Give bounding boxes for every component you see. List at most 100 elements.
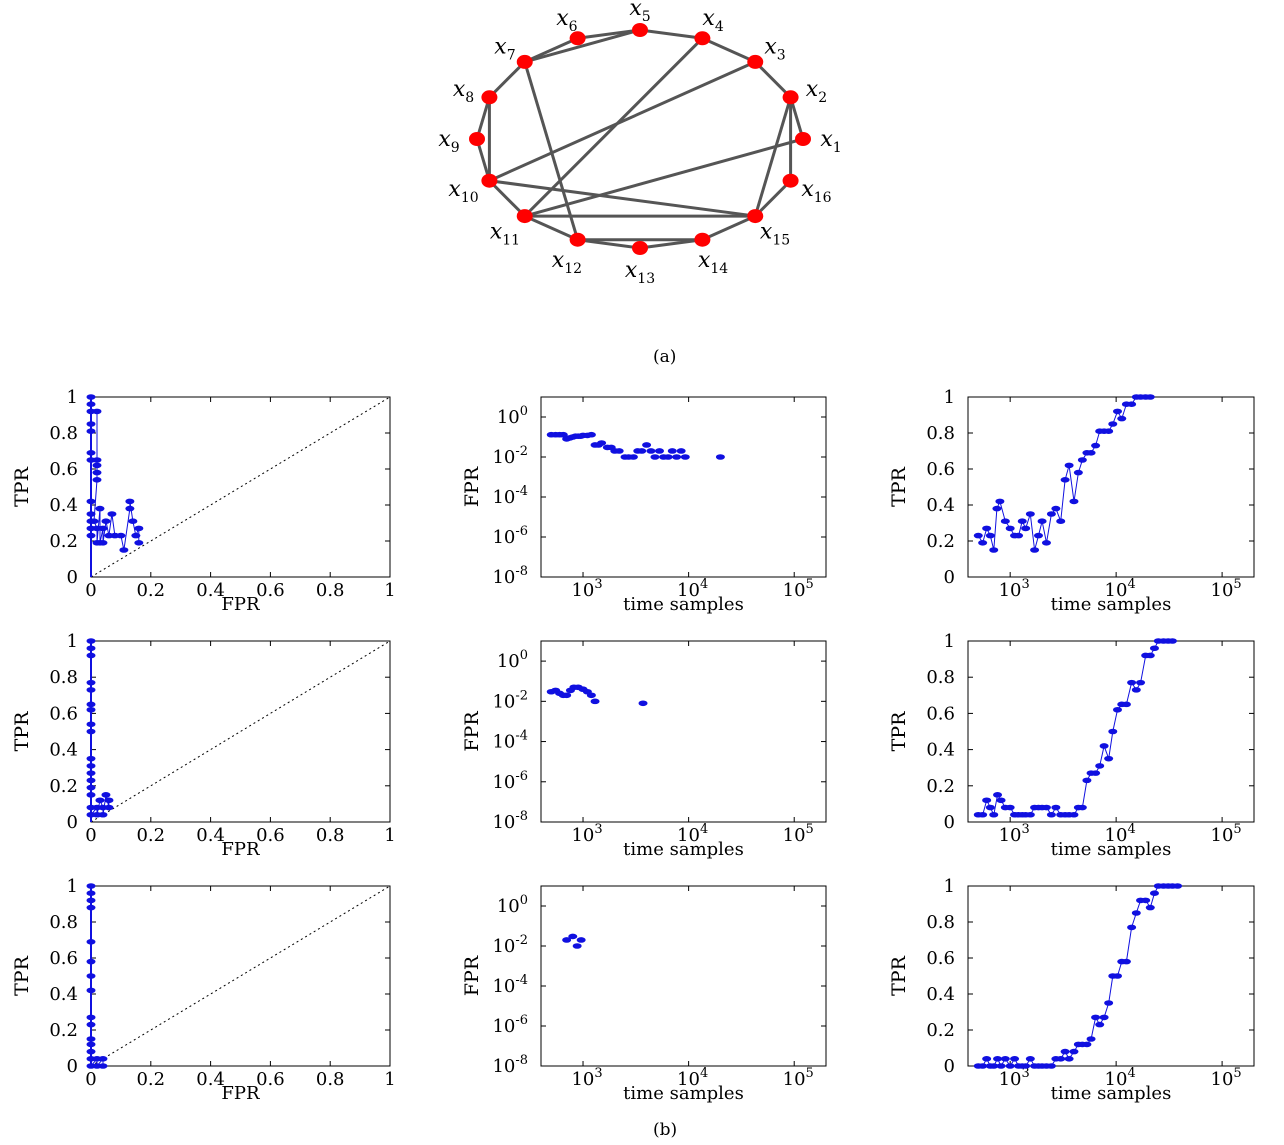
data-point: [562, 937, 572, 943]
data-point: [1149, 890, 1159, 896]
data-point: [89, 518, 99, 524]
y-tick-label: 0.6: [49, 703, 78, 724]
data-point: [125, 498, 135, 505]
x-axis-label: time samples: [1051, 839, 1172, 860]
x-tick-label: 0.4: [196, 825, 225, 846]
y-tick-label: 100: [497, 648, 528, 672]
y-axis-label: FPR: [461, 955, 483, 996]
chance-diagonal: [90, 885, 391, 1067]
graph-node: [569, 232, 586, 247]
chart-fpr-1: 103 104 105 10-8 10-6 10-4 10-2 100 time samples…: [461, 396, 827, 615]
data-point: [597, 440, 607, 446]
data-point: [1010, 1056, 1020, 1062]
data-point: [1136, 679, 1146, 686]
plot-frame: [967, 640, 1255, 823]
y-tick-label: 0.6: [49, 459, 78, 480]
data-point: [86, 987, 96, 994]
y-tick-label: 1: [944, 387, 955, 408]
data-point: [86, 958, 96, 965]
x-axis-label: time samples: [623, 839, 744, 860]
data-point: [568, 933, 578, 940]
data-point: [131, 532, 141, 539]
data-point: [1014, 532, 1024, 539]
chart-tpr-3: 103 104 105 0 0.2 0.4 0.6 0.8 1 time samples TPR: [888, 876, 1255, 1104]
data-point: [1131, 687, 1141, 693]
y-tick-label: 100: [497, 893, 528, 917]
y-tick-label: 0: [944, 812, 955, 833]
caption-b: (b): [653, 1120, 678, 1140]
data-point: [1025, 811, 1035, 818]
data-point: [993, 792, 1003, 798]
y-tick-label: 0.8: [926, 423, 955, 444]
data-point: [1121, 701, 1131, 708]
data-point: [92, 477, 102, 483]
x-tick-label: 0: [85, 825, 96, 846]
x-tick-label: 0.8: [316, 1069, 345, 1090]
y-tick-label: 10-6: [492, 1013, 528, 1037]
x-axis-label: time samples: [623, 594, 744, 615]
data-point: [107, 511, 117, 517]
node-label: x5: [629, 0, 650, 25]
data-point: [86, 755, 96, 762]
graph-node: [469, 132, 485, 146]
data-point: [1145, 652, 1155, 659]
graph-node: [795, 132, 811, 146]
y-tick-label: 0.2: [49, 531, 78, 552]
data-point: [86, 498, 96, 505]
data-point: [98, 1063, 108, 1069]
x-tick-label: 103: [571, 822, 602, 846]
x-tick-label: 1: [384, 1069, 395, 1090]
data-point: [1145, 904, 1155, 911]
x-axis-label: FPR: [221, 1083, 260, 1104]
data-point: [1000, 518, 1010, 524]
graph-edge: [523, 37, 704, 218]
data-point: [86, 687, 96, 693]
data-point: [1037, 518, 1047, 524]
data-point: [116, 532, 126, 539]
data-point: [92, 457, 102, 463]
graph-edge: [524, 137, 804, 218]
data-point: [614, 448, 624, 454]
data-point: [86, 450, 96, 456]
y-tick-label: 1: [67, 387, 78, 408]
data-point: [95, 797, 105, 804]
data-point: [637, 448, 647, 454]
y-tick-label: 10-4: [492, 973, 528, 997]
y-tick-label: 0.8: [49, 423, 78, 444]
x-tick-label: 104: [677, 1066, 708, 1090]
data-point: [86, 1021, 96, 1028]
y-axis-label: FPR: [461, 711, 483, 752]
data-point: [1112, 408, 1122, 415]
data-point: [1131, 910, 1141, 916]
x-tick-label: 104: [1105, 822, 1136, 846]
x-tick-label: 1: [384, 825, 395, 846]
y-tick-label: 0: [67, 812, 78, 833]
y-tick-label: 10-2: [492, 444, 528, 468]
data-point: [86, 973, 96, 979]
data-point: [995, 498, 1005, 505]
data-point: [92, 469, 102, 476]
data-point: [86, 394, 96, 400]
data-point: [1104, 428, 1114, 435]
data-point: [92, 462, 102, 469]
graph-edge: [475, 96, 491, 140]
data-point: [978, 540, 988, 546]
y-axis-label: TPR: [11, 955, 33, 995]
data-point: [982, 1056, 992, 1062]
x-tick-label: 0.6: [256, 580, 285, 601]
data-point: [1041, 540, 1051, 546]
data-point: [989, 811, 999, 818]
data-point: [1082, 777, 1092, 784]
data-point: [1149, 645, 1159, 652]
data-point: [989, 1063, 999, 1069]
x-tick-label: 0.6: [256, 1069, 285, 1090]
data-point: [86, 511, 96, 517]
graph-node: [516, 209, 533, 224]
data-point: [638, 700, 648, 707]
data-point: [86, 652, 96, 659]
x-axis-label: time samples: [623, 1083, 744, 1104]
graph-edge: [753, 96, 793, 217]
data-point: [86, 784, 96, 791]
data-point: [1025, 511, 1035, 517]
